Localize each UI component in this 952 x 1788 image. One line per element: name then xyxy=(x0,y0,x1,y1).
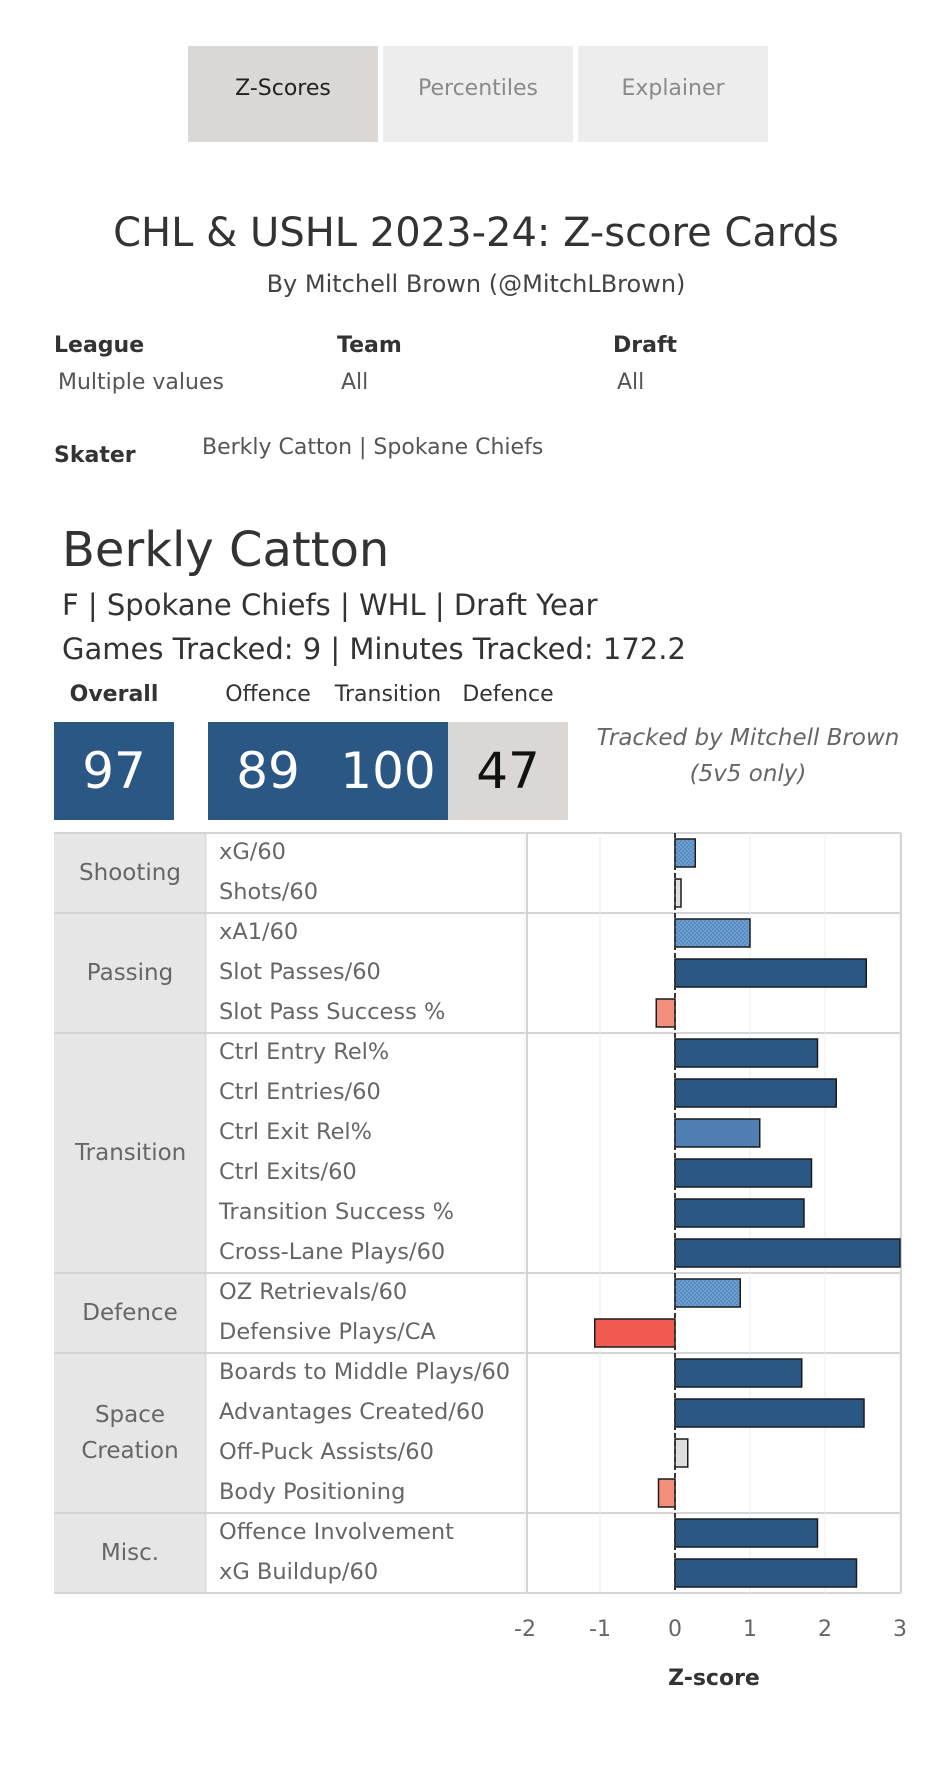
team-filter-dropdown[interactable]: All xyxy=(341,370,369,395)
metric-label: Shots/60 xyxy=(219,879,319,905)
bar xyxy=(674,958,867,988)
bar xyxy=(674,1198,805,1228)
bar xyxy=(657,1478,676,1508)
offence-score-label: Offence xyxy=(225,682,311,707)
zscore-bar-chart: -2 -1 0 1 2 3 xyxy=(205,833,907,1642)
tab-percentiles[interactable]: Percentiles xyxy=(383,46,573,142)
transition-score-label: Transition xyxy=(334,682,442,707)
category-label: Misc. xyxy=(100,1540,160,1566)
metric-label: xG Buildup/60 xyxy=(219,1559,379,1585)
bar xyxy=(674,1158,813,1188)
overall-score-label: Overall xyxy=(69,682,159,707)
defence-score-value: 47 xyxy=(476,742,540,800)
offence-score-value: 89 xyxy=(236,742,300,800)
group-divider xyxy=(54,1272,901,1274)
bar xyxy=(674,1118,761,1148)
tab-z-scores[interactable]: Z-Scores xyxy=(188,46,378,142)
category-label: Space Creation xyxy=(81,1402,179,1464)
table-bottom-border xyxy=(54,1592,901,1594)
metric-label: xG/60 xyxy=(219,839,286,865)
team-filter-label: Team xyxy=(337,333,402,358)
group-divider xyxy=(54,912,901,914)
category-cell: Space Creation xyxy=(54,1353,206,1513)
skater-filter-dropdown[interactable]: Berkly Catton | Spokane Chiefs xyxy=(202,435,544,460)
bar xyxy=(674,1398,865,1428)
x-tick-label: -1 xyxy=(589,1617,611,1642)
draft-filter-dropdown[interactable]: All xyxy=(617,370,645,395)
category-label: Passing xyxy=(86,960,174,986)
category-label: Defence xyxy=(82,1300,178,1326)
metric-label: Defensive Plays/CA xyxy=(219,1319,436,1345)
category-label: Transition xyxy=(75,1140,187,1166)
group-divider xyxy=(54,1032,901,1034)
category-cell: Defence xyxy=(54,1273,206,1353)
bar xyxy=(674,1438,689,1468)
metric-label: Slot Passes/60 xyxy=(219,959,381,985)
league-filter-dropdown[interactable]: Multiple values xyxy=(58,370,224,395)
bar xyxy=(674,1558,858,1588)
metric-label: Cross-Lane Plays/60 xyxy=(219,1239,446,1265)
bar xyxy=(674,1278,741,1308)
bar xyxy=(674,918,751,948)
metric-label: Ctrl Exit Rel% xyxy=(219,1119,373,1145)
bar xyxy=(674,1518,819,1548)
x-tick-label: 1 xyxy=(743,1617,757,1642)
bar xyxy=(674,1078,837,1108)
metric-label: Body Positioning xyxy=(219,1479,406,1505)
skater-filter-label: Skater xyxy=(54,443,136,468)
view-tabs: Z-Scores Percentiles Explainer xyxy=(188,46,768,142)
bar xyxy=(674,1358,803,1388)
draft-filter-label: Draft xyxy=(613,333,678,358)
overall-score-tile: 97 xyxy=(54,722,174,820)
player-name: Berkly Catton xyxy=(62,522,390,578)
metric-label: Slot Pass Success % xyxy=(219,999,446,1025)
metric-label: Off-Puck Assists/60 xyxy=(219,1439,434,1465)
bar xyxy=(674,1238,901,1268)
transition-score-tile: 100 xyxy=(328,722,448,820)
bar xyxy=(674,1038,819,1068)
category-cell: Transition xyxy=(54,1033,206,1273)
defence-score-label: Defence xyxy=(462,682,554,707)
page-title: CHL & USHL 2023-24: Z-score Cards xyxy=(113,210,839,256)
metric-label: Ctrl Entry Rel% xyxy=(219,1039,390,1065)
metric-label: Advantages Created/60 xyxy=(219,1399,485,1425)
x-tick-label: 0 xyxy=(668,1617,682,1642)
metric-label: Ctrl Entries/60 xyxy=(219,1079,381,1105)
x-tick-label: -2 xyxy=(514,1617,536,1642)
page-subtitle: By Mitchell Brown (@MitchLBrown) xyxy=(266,270,686,298)
league-filter-label: League xyxy=(54,333,145,358)
metric-label: Boards to Middle Plays/60 xyxy=(219,1359,511,1385)
bar xyxy=(594,1318,676,1348)
player-tracking-info: Games Tracked: 9 | Minutes Tracked: 172.… xyxy=(62,632,686,666)
metric-label: xA1/60 xyxy=(219,919,299,945)
overall-score-value: 97 xyxy=(82,742,146,800)
metric-label: Offence Involvement xyxy=(219,1519,454,1545)
category-cell: Passing xyxy=(54,913,206,1033)
offence-score-tile: 89 xyxy=(208,722,328,820)
player-details: F | Spokane Chiefs | WHL | Draft Year xyxy=(62,588,598,622)
tracked-by-note: Tracked by Mitchell Brown (5v5 only) xyxy=(590,720,906,792)
x-tick-label: 2 xyxy=(818,1617,832,1642)
group-divider xyxy=(54,1352,901,1354)
category-cell: Misc. xyxy=(54,1513,206,1593)
x-axis-title: Z-score xyxy=(668,1666,760,1691)
bar xyxy=(655,998,676,1028)
tracked-by-line: Tracked by Mitchell Brown xyxy=(596,725,900,751)
group-divider xyxy=(54,1512,901,1514)
group-divider xyxy=(54,832,901,834)
defence-score-tile: 47 xyxy=(448,722,568,820)
metric-label: OZ Retrievals/60 xyxy=(219,1279,408,1305)
tracked-scope-line: (5v5 only) xyxy=(689,761,807,787)
category-cell: Shooting xyxy=(54,833,206,913)
tab-explainer[interactable]: Explainer xyxy=(578,46,768,142)
category-label: Shooting xyxy=(79,860,181,886)
metric-label: Ctrl Exits/60 xyxy=(219,1159,357,1185)
bar xyxy=(674,838,696,868)
x-tick-label: 3 xyxy=(893,1617,907,1642)
metric-label: Transition Success % xyxy=(219,1199,455,1225)
transition-score-value: 100 xyxy=(340,742,436,800)
